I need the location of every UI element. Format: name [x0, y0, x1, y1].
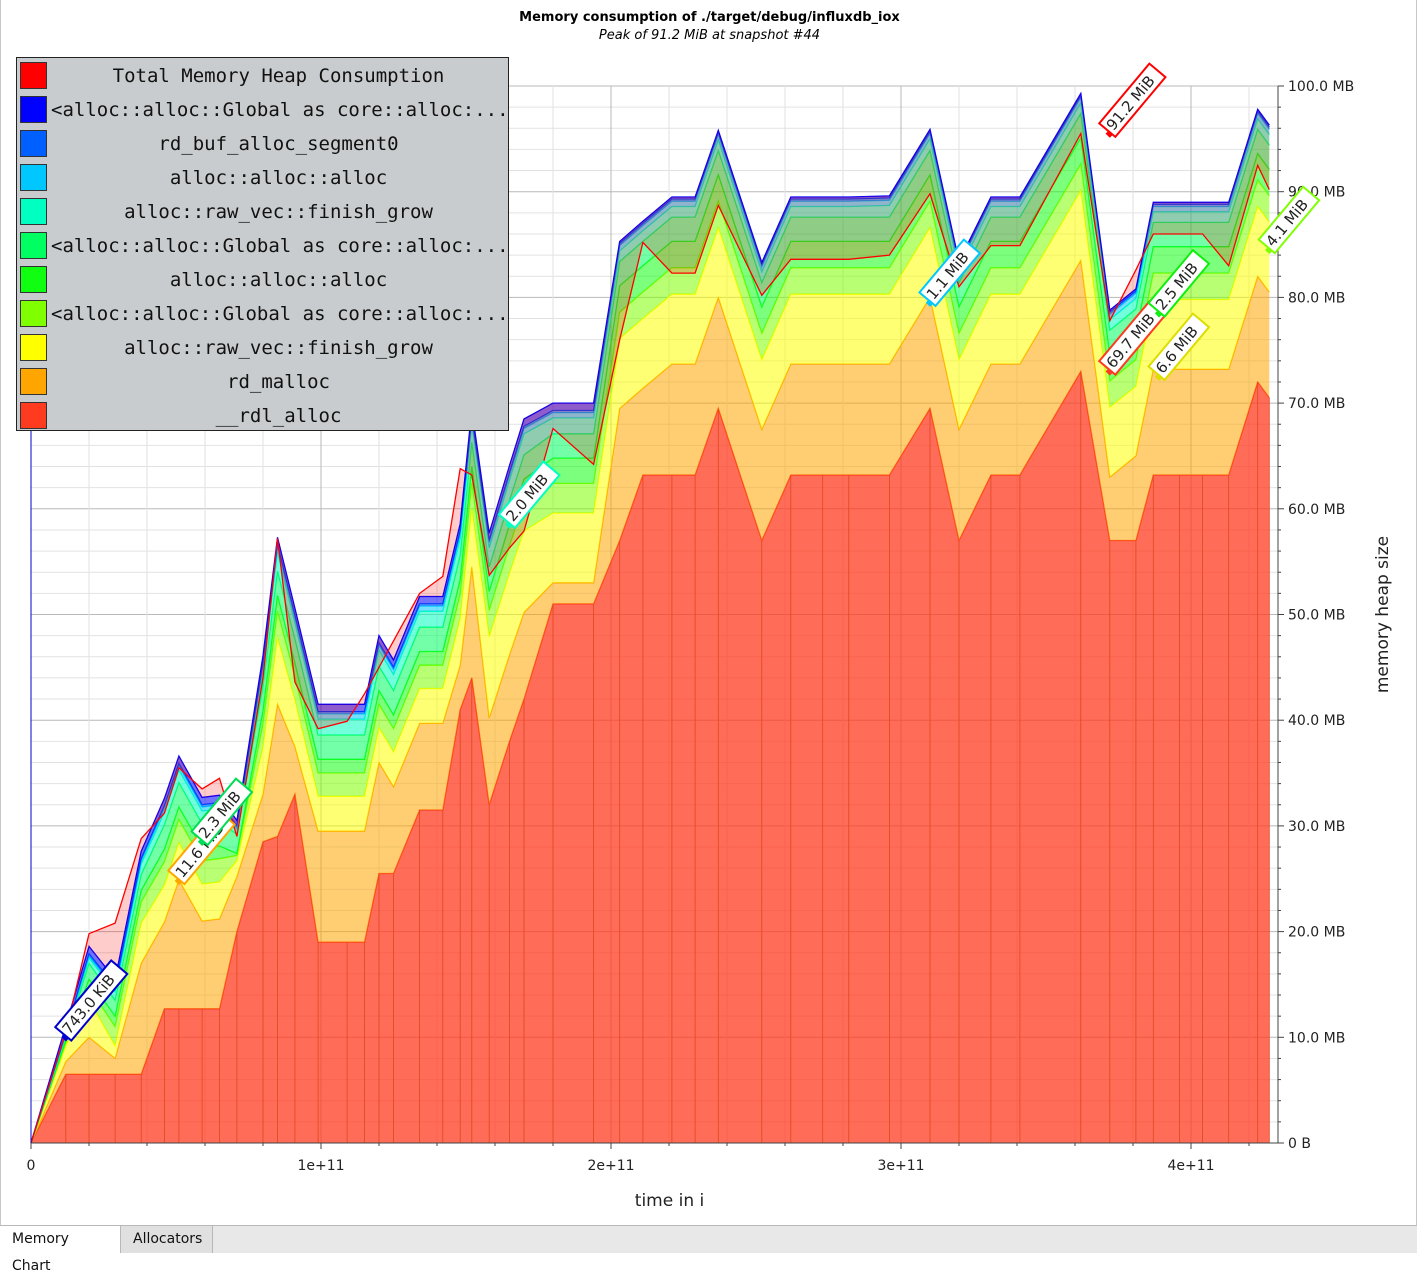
annotation-box: [53, 959, 129, 1042]
x-axis-label: time in i: [635, 1191, 704, 1211]
annotation-text: 4.1 MiB: [1262, 196, 1312, 250]
y-tick-label: 60.0 MB: [1288, 502, 1345, 518]
legend-label: Total Memory Heap Consumption: [112, 65, 445, 87]
legend-label: alloc::alloc::alloc: [169, 269, 388, 291]
tab-memory-chart[interactable]: Memory Chart: [0, 1226, 121, 1274]
series-area-1: [31, 260, 1270, 1143]
series-area-2: [31, 190, 1270, 1144]
chart-subtitle: Peak of 91.2 MiB at snapshot #44: [598, 28, 821, 43]
chart-legend: Total Memory Heap Consumption<alloc::all…: [16, 57, 509, 431]
legend-swatch: [20, 368, 47, 395]
legend-swatch: [20, 164, 47, 191]
area-layer: [30, 91, 1270, 1144]
annotation-box: [497, 460, 561, 530]
annotation-box: [1097, 62, 1167, 139]
legend-swatch: [20, 96, 47, 123]
y-tick-label: 10.0 MB: [1288, 1030, 1345, 1046]
tab-allocators[interactable]: Allocators: [121, 1226, 213, 1253]
annotation-label: 91.2 MiB: [1097, 62, 1167, 139]
tab-allocators-label: Allocators: [133, 1231, 203, 1247]
legend-swatch: [20, 130, 47, 157]
legend-label: __rdl_alloc: [215, 405, 342, 427]
legend-label: <alloc::alloc::Global as core::alloc:...: [51, 99, 506, 121]
annotation-box: [1147, 248, 1211, 318]
legend-label: alloc::raw_vec::finish_grow: [124, 337, 433, 359]
y-axis-label: memory heap size: [1373, 536, 1393, 693]
legend-entry: alloc::alloc::alloc: [19, 263, 507, 297]
legend-swatch: [20, 402, 47, 429]
annotation-box: [918, 238, 982, 308]
annotation-box: [1257, 185, 1321, 255]
x-tick-label: 2e+11: [587, 1158, 634, 1174]
tab-bar: Memory Chart Allocators: [0, 1225, 1417, 1274]
annotation-box: [1147, 312, 1211, 382]
legend-label: rd_malloc: [227, 371, 330, 393]
x-tick-label: 0: [27, 1158, 36, 1174]
legend-swatch: [20, 232, 47, 259]
x-tick-label: 3e+11: [877, 1158, 924, 1174]
legend-entry: rd_buf_alloc_segment0: [19, 127, 507, 161]
legend-label: alloc::alloc::alloc: [169, 167, 388, 189]
series-area-0: [31, 371, 1270, 1143]
y-tick-label: 50.0 MB: [1288, 608, 1345, 624]
y-tick-label: 0 B: [1288, 1136, 1311, 1152]
legend-entry: rd_malloc: [19, 365, 507, 399]
legend-entry: <alloc::alloc::Global as core::alloc:...: [19, 297, 507, 331]
axis-layer: 0 B 10.0 MB 20.0 MB 30.0 MB 40.0 MB 50.0 MB 60…: [27, 79, 1393, 1211]
legend-swatch: [20, 198, 47, 225]
legend-entry: Total Memory Heap Consumption: [19, 59, 507, 93]
legend-entry: <alloc::alloc::Global as core::alloc:...: [19, 229, 507, 263]
y-tick-label: 100.0 MB: [1288, 79, 1354, 95]
legend-swatch: [20, 300, 47, 327]
annotation-text: 91.2 MiB: [1103, 72, 1159, 134]
legend-label: rd_buf_alloc_segment0: [158, 133, 399, 155]
legend-swatch: [20, 266, 47, 293]
legend-entry: alloc::raw_vec::finish_grow: [19, 331, 507, 365]
legend-label: alloc::raw_vec::finish_grow: [124, 201, 433, 223]
legend-swatch: [20, 334, 47, 361]
y-tick-label: 30.0 MB: [1288, 819, 1345, 835]
legend-entry: <alloc::alloc::Global as core::alloc:...: [19, 93, 507, 127]
legend-entry: __rdl_alloc: [19, 399, 507, 433]
legend-label: <alloc::alloc::Global as core::alloc:...: [51, 303, 506, 325]
y-tick-label: 20.0 MB: [1288, 925, 1345, 941]
annotation-box: [190, 777, 254, 847]
memory-chart[interactable]: 0 B 10.0 MB 20.0 MB 30.0 MB 40.0 MB 50.0 MB 60…: [1, 0, 1417, 1225]
x-tick-label: 4e+11: [1167, 1158, 1214, 1174]
chart-title: Memory consumption of ./target/debug/inf…: [519, 10, 900, 25]
y-tick-label: 70.0 MB: [1288, 396, 1345, 412]
legend-entry: alloc::raw_vec::finish_grow: [19, 195, 507, 229]
x-tick-label: 1e+11: [297, 1158, 344, 1174]
legend-swatch: [20, 62, 47, 89]
chart-frame: Memory consumption of ./target/debug/inf…: [0, 0, 1417, 1225]
y-tick-label: 40.0 MB: [1288, 713, 1345, 729]
legend-entry: alloc::alloc::alloc: [19, 161, 507, 195]
legend-label: <alloc::alloc::Global as core::alloc:...: [51, 235, 506, 257]
y-tick-label: 80.0 MB: [1288, 290, 1345, 306]
